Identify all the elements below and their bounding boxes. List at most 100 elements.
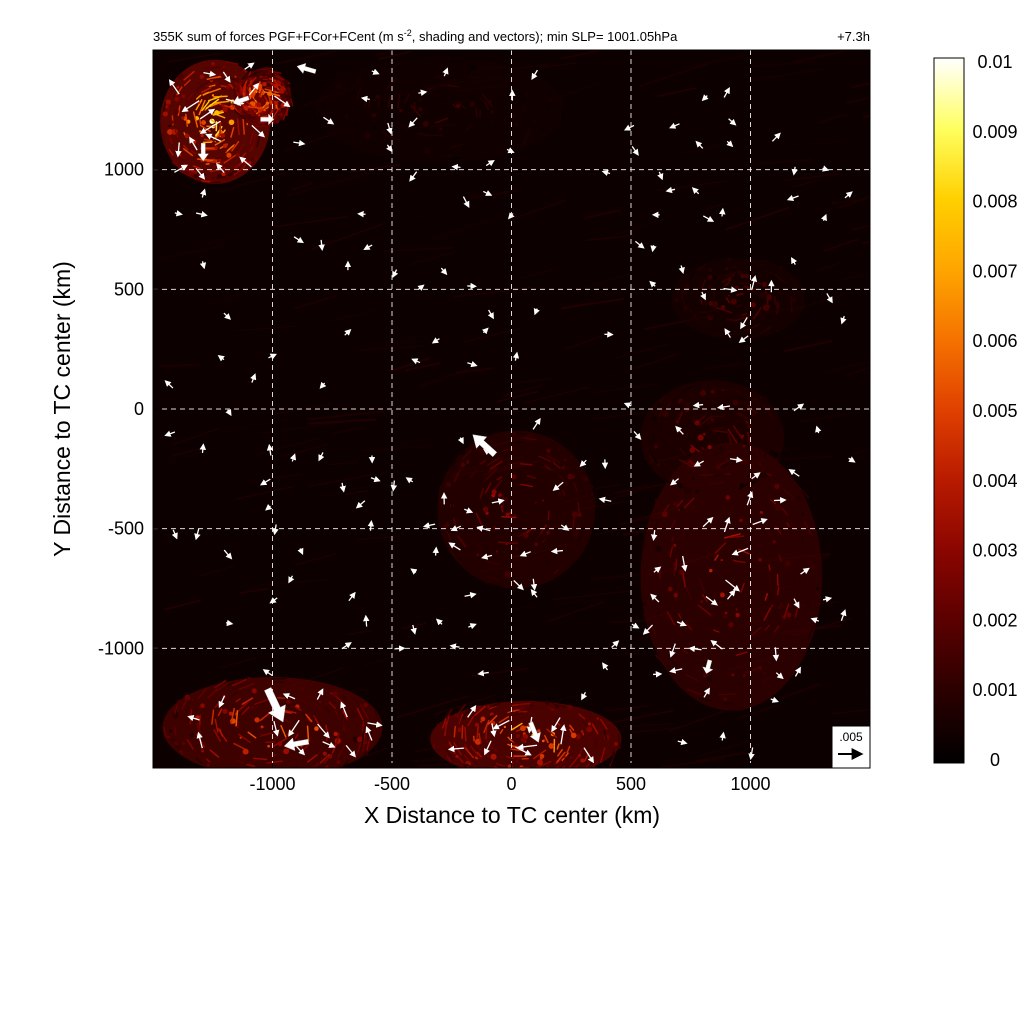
heat-streak	[572, 514, 576, 530]
heat-speck	[578, 753, 582, 757]
heat-streak	[462, 564, 470, 570]
heat-streak	[238, 86, 241, 95]
heat-streak	[520, 462, 533, 466]
heat-speck	[731, 673, 735, 677]
heat-streak	[735, 680, 751, 685]
heat-speck	[684, 283, 690, 288]
small-vector	[289, 453, 297, 462]
heat-speck	[490, 720, 496, 726]
heat-speck	[730, 298, 737, 305]
heat-streak	[474, 705, 486, 717]
heat-streak	[538, 455, 552, 463]
heat-streak	[488, 466, 496, 473]
heat-streak	[237, 701, 249, 712]
heat-streak	[307, 410, 385, 421]
heat-streak	[223, 154, 236, 164]
heat-streak	[337, 713, 344, 726]
heat-speck	[771, 604, 774, 607]
small-vector	[583, 747, 595, 764]
heat-streak	[377, 50, 413, 61]
heat-streak	[493, 746, 499, 752]
heat-streak	[183, 134, 187, 140]
heat-speck	[746, 424, 752, 429]
heat-streak	[473, 760, 480, 766]
heat-streak	[171, 427, 220, 446]
heat-streak	[211, 709, 215, 725]
small-vector	[367, 721, 383, 728]
heat-speck	[787, 297, 790, 300]
small-vector	[199, 188, 207, 198]
heat-speck	[751, 271, 755, 275]
heat-speck	[258, 113, 261, 117]
heat-speck	[492, 526, 497, 530]
heat-streak	[266, 71, 277, 75]
heat-streak	[234, 771, 245, 774]
heat-streak	[697, 604, 712, 616]
heat-streak	[446, 530, 452, 541]
heat-streak	[779, 313, 788, 329]
small-vector	[297, 547, 304, 556]
heat-streak	[486, 576, 500, 581]
heat-streak	[753, 446, 759, 463]
small-vector	[657, 171, 664, 181]
small-vector	[410, 568, 418, 575]
heat-streak	[732, 425, 740, 436]
heat-streak	[323, 765, 329, 768]
heat-streak	[584, 209, 622, 220]
heat-streak	[426, 87, 434, 91]
heat-streak	[226, 144, 235, 152]
heat-streak	[712, 629, 720, 633]
heat-streak	[569, 557, 578, 567]
heat-streak	[546, 728, 558, 738]
heat-streak	[248, 71, 258, 78]
heat-streak	[545, 132, 552, 143]
heat-speck	[586, 726, 593, 733]
heat-streak	[183, 144, 189, 151]
heat-speck	[779, 265, 783, 270]
heat-speck	[773, 675, 777, 679]
heat-speck	[254, 717, 260, 723]
heat-speck	[399, 108, 403, 113]
small-vector	[223, 312, 232, 320]
heat-streak	[523, 437, 537, 441]
small-vector	[692, 401, 704, 409]
heat-streak	[724, 361, 756, 371]
small-vector	[288, 719, 300, 737]
heat-speck	[706, 675, 713, 682]
heat-speck	[474, 722, 480, 728]
small-vector	[194, 528, 201, 541]
heat-streak	[766, 530, 776, 541]
heat-speck	[254, 117, 261, 123]
heat-speck	[569, 755, 573, 759]
heat-streak	[736, 292, 744, 296]
heat-streak	[489, 460, 503, 470]
heat-speck	[278, 88, 285, 94]
heat-streak	[443, 154, 455, 158]
colorbar-tick-label: 0.007	[972, 261, 1017, 281]
heat-speck	[278, 112, 284, 117]
heat-speck	[460, 462, 466, 468]
heat-streak	[305, 713, 313, 723]
small-vector	[440, 267, 448, 276]
small-vector	[174, 164, 189, 173]
heat-streak	[609, 490, 639, 500]
heat-streak	[234, 110, 249, 121]
heat-streak	[830, 199, 857, 205]
small-vector	[363, 243, 373, 250]
heat-streak	[259, 120, 270, 125]
heat-streak	[497, 541, 514, 545]
heat-speck	[170, 120, 174, 125]
heat-streak	[507, 565, 524, 569]
heat-streak	[455, 704, 466, 718]
heat-streak	[787, 518, 798, 533]
heat-streak	[864, 745, 870, 748]
heat-streak	[389, 356, 431, 373]
heat-streak	[697, 738, 756, 758]
heat-speck	[691, 477, 695, 481]
heat-speck	[772, 540, 776, 544]
heat-streak	[655, 654, 667, 667]
heat-streak	[763, 607, 772, 621]
small-vector	[196, 731, 203, 749]
heat-streak	[246, 763, 255, 767]
heat-speck	[690, 504, 696, 511]
